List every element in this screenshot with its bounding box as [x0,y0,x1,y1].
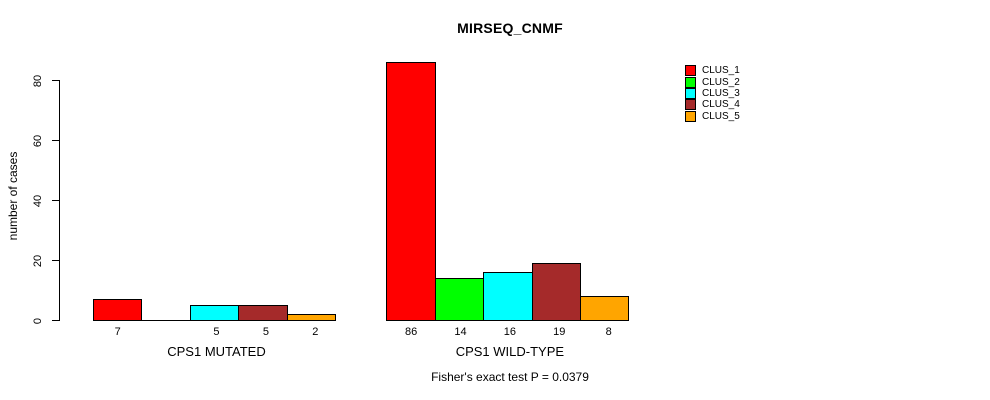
legend-item-clus_3: CLUS_3 [685,87,740,99]
legend-label: CLUS_1 [702,65,740,77]
y-tick-mark [52,140,59,141]
legend-swatch-icon [685,65,696,77]
bar-value-label: 19 [553,326,566,338]
legend-label: CLUS_2 [702,76,740,88]
bar-clus_1-wild-type [386,62,436,321]
bar-clus_3-wild-type [483,272,533,321]
bar-clus_5-wild-type [579,296,630,321]
legend: CLUS_1 CLUS_2 CLUS_3 CLUS_4 CLUS_5 [685,65,740,122]
bar-clus_4-mutated [238,305,288,321]
y-tick-label: 40 [32,194,44,207]
bar-clus_2-mutated [141,320,191,321]
bar-group-cps1-wild-type [386,59,633,321]
legend-item-clus_1: CLUS_1 [685,65,740,77]
bar-clus_5-mutated [286,314,336,321]
legend-swatch-icon [685,76,696,88]
legend-label: CLUS_3 [702,87,740,99]
chart-title: MIRSEQ_CNMF [457,20,563,36]
bar-value-label: 5 [262,326,269,338]
bar-clus_3-mutated [189,305,240,321]
bar-value-label: 14 [454,326,467,338]
bar-value-label: 86 [404,326,418,338]
group-label-cps1-wild-type: CPS1 WILD-TYPE [455,344,565,359]
bar-value-label: 7 [114,326,121,338]
legend-swatch-icon [685,110,696,122]
bar-value-label: 8 [605,326,612,338]
y-axis-line [59,80,60,321]
y-tick-label: 80 [32,74,44,87]
y-axis-title: number of cases [6,151,20,241]
legend-item-clus_4: CLUS_4 [685,99,740,111]
bar-value-label: 5 [213,326,220,338]
bar-clus_1-mutated [93,299,143,321]
legend-item-clus_5: CLUS_5 [685,110,740,122]
y-tick-mark [52,80,59,81]
legend-label: CLUS_4 [702,99,740,111]
y-tick-label: 60 [32,134,44,147]
bar-value-label: 16 [503,326,516,338]
bar-value-label: 2 [312,326,319,338]
bar-clus_2-wild-type [434,278,485,321]
y-tick-label: 20 [32,254,44,267]
y-tick-mark [52,260,59,261]
y-tick-mark [52,320,59,321]
bar-group-cps1-mutated [93,59,340,321]
fisher-test-subtitle: Fisher's exact test P = 0.0379 [431,370,589,384]
bar-clus_4-wild-type [531,263,581,321]
legend-swatch-icon [685,87,696,99]
y-tick-label: 0 [32,317,44,324]
legend-label: CLUS_5 [702,110,740,122]
group-label-cps1-mutated: CPS1 MUTATED [167,344,266,359]
legend-item-clus_2: CLUS_2 [685,76,740,88]
legend-swatch-icon [685,99,696,111]
y-tick-mark [52,200,59,201]
